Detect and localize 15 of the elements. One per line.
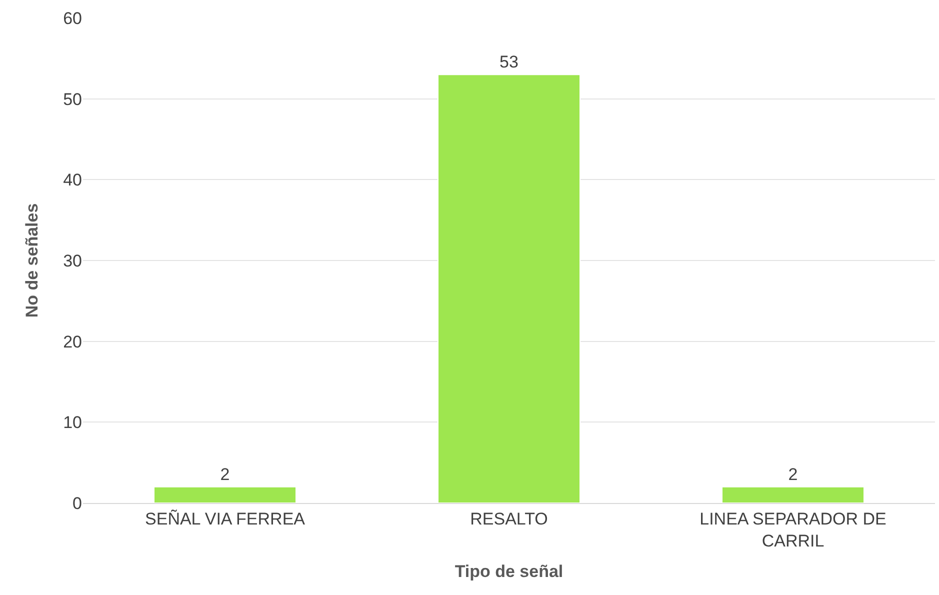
y-tick-label: 0 <box>72 494 82 513</box>
y-tick-label: 10 <box>63 413 82 432</box>
data-label: 53 <box>500 52 518 72</box>
y-tick-label: 60 <box>63 8 82 28</box>
data-label: 2 <box>788 464 798 484</box>
y-tick-label: 30 <box>63 251 82 270</box>
x-tick-label: LINEA SEPARADOR DE CARRIL <box>700 509 886 550</box>
data-label: 2 <box>220 464 230 484</box>
y-axis-title: No de señales <box>22 203 42 318</box>
y-tick-label: 20 <box>63 332 82 352</box>
y-tick-label: 50 <box>63 90 82 109</box>
x-axis-title: Tipo de señal <box>454 562 564 581</box>
x-tick-label: SEÑAL VIA FERREA <box>145 509 306 528</box>
y-tick-label: 40 <box>63 170 82 190</box>
x-tick-label: RESALTO <box>470 509 548 528</box>
